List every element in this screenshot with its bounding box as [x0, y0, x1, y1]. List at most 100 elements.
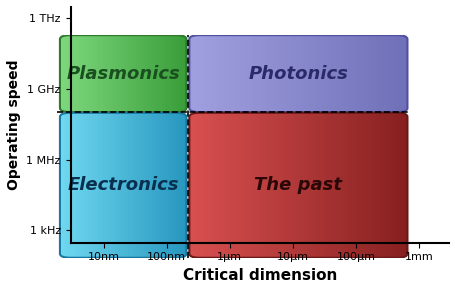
Bar: [377, 35, 379, 112]
Bar: [79, 35, 81, 112]
Bar: [243, 113, 246, 258]
Bar: [164, 35, 166, 112]
Bar: [379, 113, 382, 258]
Bar: [107, 35, 109, 112]
Bar: [99, 113, 101, 258]
Bar: [295, 113, 298, 258]
Bar: [355, 35, 358, 112]
Bar: [106, 35, 107, 112]
Bar: [202, 35, 205, 112]
Bar: [164, 113, 166, 258]
Bar: [208, 113, 211, 258]
Bar: [192, 35, 194, 112]
Bar: [349, 35, 352, 112]
Bar: [109, 113, 110, 258]
Bar: [311, 35, 314, 112]
Bar: [183, 35, 184, 112]
Bar: [147, 113, 148, 258]
Bar: [156, 35, 157, 112]
Bar: [170, 35, 172, 112]
Bar: [110, 113, 112, 258]
Bar: [66, 113, 68, 258]
Bar: [194, 113, 197, 258]
Bar: [98, 113, 99, 258]
Bar: [235, 113, 238, 258]
Bar: [271, 35, 273, 112]
Bar: [137, 113, 139, 258]
Bar: [388, 113, 390, 258]
Bar: [393, 35, 396, 112]
Bar: [314, 113, 317, 258]
Bar: [308, 35, 311, 112]
Bar: [211, 35, 213, 112]
Bar: [308, 113, 311, 258]
Bar: [152, 35, 153, 112]
Bar: [287, 35, 289, 112]
Bar: [303, 113, 306, 258]
Bar: [219, 35, 222, 112]
Bar: [180, 35, 181, 112]
Bar: [230, 35, 233, 112]
FancyBboxPatch shape: [60, 113, 186, 258]
Bar: [322, 113, 325, 258]
Bar: [366, 113, 369, 258]
Bar: [360, 35, 363, 112]
Bar: [273, 35, 276, 112]
Bar: [90, 113, 91, 258]
Bar: [102, 113, 104, 258]
Bar: [102, 35, 104, 112]
Bar: [363, 113, 366, 258]
Bar: [213, 35, 216, 112]
Bar: [86, 35, 88, 112]
Bar: [341, 113, 344, 258]
Bar: [268, 35, 271, 112]
Bar: [322, 35, 325, 112]
Bar: [265, 35, 268, 112]
Bar: [162, 35, 164, 112]
Bar: [241, 35, 243, 112]
Bar: [238, 113, 241, 258]
Bar: [112, 113, 113, 258]
Bar: [219, 113, 222, 258]
Bar: [263, 113, 265, 258]
Bar: [178, 113, 180, 258]
Bar: [347, 113, 349, 258]
Bar: [85, 35, 86, 112]
Bar: [101, 35, 102, 112]
Bar: [306, 113, 308, 258]
Bar: [344, 35, 347, 112]
Bar: [396, 113, 399, 258]
Bar: [330, 35, 333, 112]
Bar: [366, 35, 369, 112]
Bar: [241, 113, 243, 258]
Bar: [145, 113, 147, 258]
Bar: [109, 35, 110, 112]
Bar: [347, 35, 349, 112]
Bar: [371, 113, 374, 258]
Bar: [216, 113, 219, 258]
Bar: [194, 35, 197, 112]
Bar: [83, 113, 85, 258]
Bar: [74, 113, 76, 258]
Bar: [121, 35, 123, 112]
Bar: [162, 113, 164, 258]
Bar: [371, 35, 374, 112]
Bar: [169, 113, 170, 258]
Bar: [93, 113, 95, 258]
Bar: [152, 113, 153, 258]
Bar: [126, 113, 128, 258]
Bar: [175, 35, 177, 112]
Text: Photonics: Photonics: [248, 65, 348, 83]
Bar: [216, 35, 219, 112]
Bar: [123, 113, 125, 258]
Bar: [173, 113, 175, 258]
Bar: [260, 35, 263, 112]
Bar: [325, 35, 328, 112]
Bar: [66, 35, 68, 112]
Bar: [154, 113, 156, 258]
Bar: [282, 113, 284, 258]
Bar: [116, 113, 118, 258]
Bar: [205, 113, 208, 258]
Bar: [145, 35, 147, 112]
Bar: [339, 113, 341, 258]
